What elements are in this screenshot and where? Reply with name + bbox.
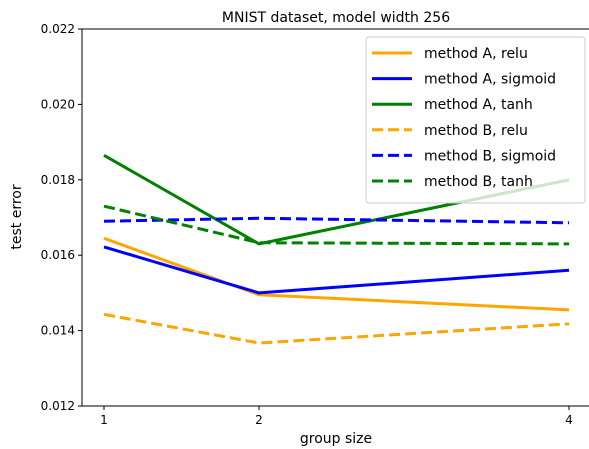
y-tick-label: 0.012 xyxy=(41,399,75,413)
chart-title: MNIST dataset, model width 256 xyxy=(222,10,450,26)
y-axis: 0.012 0.014 0.016 0.018 0.020 0.022 xyxy=(41,22,82,413)
plot-area-frame xyxy=(81,28,589,407)
series-line-3 xyxy=(103,312,570,345)
legend-label: method A, tanh xyxy=(424,97,533,113)
y-tick-label: 0.016 xyxy=(41,248,75,262)
series-line-1 xyxy=(103,245,570,295)
y-axis-label: test error xyxy=(9,184,25,249)
y-tick-label: 0.018 xyxy=(41,173,75,187)
legend-label: method B, sigmoid xyxy=(424,148,556,164)
y-tick-label: 0.020 xyxy=(41,97,75,111)
x-tick-label: 2 xyxy=(255,413,263,427)
series-line-5 xyxy=(103,204,570,246)
series-layer xyxy=(103,153,570,345)
x-tick-label: 1 xyxy=(100,413,108,427)
y-tick-label: 0.014 xyxy=(41,324,75,338)
legend-box xyxy=(365,36,586,204)
x-axis-label: group size xyxy=(300,431,372,447)
legend: method A, relu method A, sigmoid method A,… xyxy=(365,36,586,204)
series-line-0 xyxy=(103,236,570,312)
legend-label: method B, relu xyxy=(424,123,528,139)
legend-label: method B, tanh xyxy=(424,174,533,190)
legend-label: method A, relu xyxy=(424,46,528,62)
x-tick-label: 4 xyxy=(565,413,573,427)
series-line-4 xyxy=(103,216,570,225)
x-axis: 1 2 4 xyxy=(100,406,573,427)
legend-label: method A, sigmoid xyxy=(424,72,556,88)
y-tick-label: 0.022 xyxy=(41,22,75,36)
